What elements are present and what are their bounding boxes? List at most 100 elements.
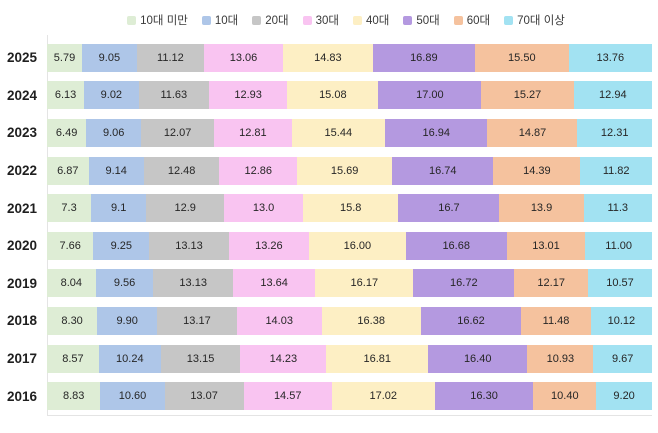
- year-label: 2017: [6, 351, 37, 367]
- legend-item[interactable]: 40대: [353, 12, 389, 28]
- segment-value: 13.06: [229, 51, 258, 64]
- bar-segment: 11.12: [136, 43, 205, 72]
- legend-item[interactable]: 20대: [252, 12, 289, 28]
- segment-value: 14.23: [269, 352, 298, 365]
- segment-value: 8.57: [62, 352, 84, 365]
- legend-item[interactable]: 70대 이상: [504, 12, 565, 28]
- bar-segment: 16.38: [321, 306, 421, 335]
- segment-value: 11.48: [542, 314, 570, 327]
- segment-value: 12.48: [167, 164, 196, 177]
- bar-segment: 16.17: [315, 269, 414, 298]
- segment-value: 8.83: [63, 390, 85, 403]
- segment-value: 6.87: [57, 164, 79, 177]
- segment-value: 10.12: [607, 314, 636, 327]
- segment-value: 17.02: [369, 390, 398, 403]
- bar-segment: 6.87: [47, 156, 89, 185]
- segment-value: 14.83: [314, 51, 342, 64]
- bar-segment: 9.67: [593, 344, 652, 373]
- segment-value: 9.56: [113, 277, 136, 290]
- bar-segment: 8.57: [47, 344, 99, 373]
- segment-value: 16.81: [363, 352, 392, 365]
- bar-segment: 15.8: [302, 194, 399, 223]
- year-label: 2019: [6, 275, 37, 291]
- bar-row: 2019 8.04 9.56 13.13 13.64 16.17 16.72 12.17 10.…: [0, 265, 652, 303]
- segment-value: 16.7: [438, 202, 460, 215]
- bar-segment: 11.63: [138, 81, 209, 110]
- year-label: 2020: [6, 238, 37, 254]
- legend-swatch-icon: [127, 15, 137, 25]
- bar-segment: 14.03: [236, 306, 322, 335]
- bar-segment: 16.94: [385, 118, 488, 147]
- segment-value: 11.82: [602, 164, 630, 177]
- segment-value: 10.93: [546, 352, 575, 365]
- segment-value: 5.79: [53, 51, 76, 64]
- segment-value: 9.20: [613, 390, 635, 403]
- segment-value: 13.01: [532, 239, 560, 252]
- year-label: 2025: [6, 50, 37, 66]
- bar-segment: 17.00: [378, 81, 482, 110]
- bar-segment: 12.94: [573, 81, 652, 110]
- bar-segment: 10.57: [588, 269, 652, 298]
- bar-segment: 12.48: [143, 156, 220, 185]
- year-label: 2024: [6, 87, 37, 103]
- segment-value: 15.50: [508, 51, 536, 64]
- segment-value: 14.03: [265, 314, 293, 327]
- segment-value: 10.40: [551, 390, 579, 403]
- bar-segment: 15.50: [474, 43, 569, 72]
- bar-segment: 13.01: [506, 231, 586, 260]
- bar-row: 2020 7.66 9.25 13.13 13.26 16.00 16.68 13.01 11.…: [0, 227, 652, 265]
- segment-value: 13.17: [183, 314, 211, 327]
- stacked-bar: 7.66 9.25 13.13 13.26 16.00 16.68 13.01 11.00: [47, 231, 652, 260]
- segment-value: 9.90: [116, 314, 138, 327]
- legend-item[interactable]: 60대: [453, 12, 491, 28]
- bar-segment: 9.14: [88, 156, 144, 185]
- segment-value: 15.08: [319, 89, 347, 102]
- bar-segment: 11.3: [583, 194, 652, 223]
- legend-item[interactable]: 50대: [403, 12, 440, 28]
- bar-segment: 16.72: [413, 269, 515, 298]
- bar-segment: 10.12: [590, 306, 652, 335]
- bar-row: 2023 6.49 9.06 12.07 12.81 15.44 16.94 14.87 12.…: [0, 114, 652, 152]
- bar-segment: 13.06: [204, 43, 284, 72]
- bar-segment: 10.40: [533, 382, 597, 411]
- segment-value: 12.07: [163, 126, 192, 139]
- year-label: 2023: [6, 125, 37, 141]
- segment-value: 13.26: [255, 239, 283, 252]
- legend-item[interactable]: 10대: [201, 12, 238, 28]
- year-label: 2022: [6, 163, 37, 179]
- segment-value: 16.68: [442, 239, 470, 252]
- bar-row: 2024 6.13 9.02 11.63 12.93 15.08 17.00 15.27 12.…: [0, 77, 652, 115]
- bar-segment: 8.83: [47, 382, 101, 411]
- segment-value: 12.81: [239, 126, 267, 139]
- legend-swatch-icon: [403, 15, 413, 25]
- legend-label: 60대: [466, 15, 491, 27]
- bar-segment: 13.17: [157, 306, 237, 335]
- bar-segment: 14.57: [243, 382, 332, 411]
- bar-segment: 16.00: [308, 231, 406, 260]
- legend-swatch-icon: [504, 15, 514, 25]
- bar-segment: 10.93: [527, 344, 594, 373]
- bar-segment: 16.62: [420, 306, 522, 335]
- segment-value: 9.14: [105, 164, 127, 177]
- segment-value: 8.04: [60, 277, 83, 290]
- year-label: 2021: [6, 200, 37, 216]
- segment-value: 6.13: [54, 89, 77, 102]
- segment-value: 8.30: [61, 314, 83, 327]
- bar-segment: 13.76: [568, 43, 652, 72]
- bar-segment: 13.07: [164, 382, 244, 411]
- segment-value: 15.8: [339, 202, 362, 215]
- segment-value: 13.13: [175, 239, 203, 252]
- bar-segment: 16.68: [405, 231, 507, 260]
- legend-item[interactable]: 10대 미만: [127, 12, 188, 28]
- segment-value: 15.44: [324, 126, 353, 139]
- legend-item[interactable]: 30대: [302, 12, 339, 28]
- bar-segment: 9.1: [91, 194, 147, 223]
- bar-row: 2017 8.57 10.24 13.15 14.23 16.81 16.40 10.93 9.…: [0, 340, 652, 378]
- bar-segment: 9.25: [93, 231, 150, 260]
- bar-segment: 13.0: [224, 194, 303, 223]
- legend: 10대 미만 10대 20대 30대 40대 50대 60대 70대 이상: [40, 12, 652, 28]
- bar-segment: 16.7: [398, 194, 500, 223]
- segment-value: 16.17: [350, 277, 379, 290]
- segment-value: 9.67: [611, 352, 634, 365]
